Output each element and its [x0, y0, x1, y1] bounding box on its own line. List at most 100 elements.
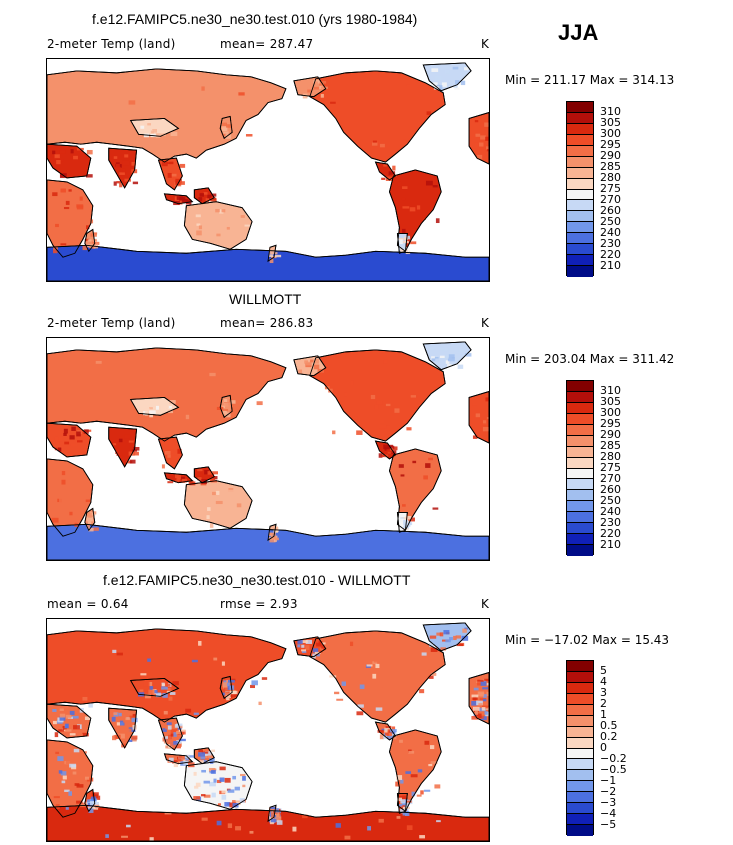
- field-speckle: [464, 67, 469, 71]
- field-speckle: [119, 172, 125, 175]
- coastline: [47, 143, 92, 179]
- colorbar-swatch: [567, 534, 593, 546]
- field-speckle: [455, 80, 460, 85]
- panel-2-variable-label: 2-meter Temp (land): [47, 316, 176, 330]
- field-speckle: [261, 677, 268, 680]
- field-speckle: [178, 729, 186, 732]
- field-speckle: [179, 729, 186, 735]
- field-speckle: [216, 779, 222, 784]
- coastline: [193, 747, 215, 765]
- field-speckle: [164, 811, 172, 815]
- field-speckle: [126, 460, 133, 464]
- field-speckle: [240, 773, 246, 777]
- field-speckle: [312, 86, 319, 90]
- panel-3-units-label: K: [481, 597, 490, 611]
- coastline: [374, 721, 397, 741]
- field-speckle: [116, 652, 123, 656]
- field-speckle: [443, 347, 447, 352]
- land-region: [47, 422, 92, 458]
- coastline: [468, 672, 489, 725]
- field-speckle: [193, 771, 197, 776]
- field-speckle: [54, 436, 59, 441]
- field-speckle: [86, 149, 93, 155]
- colorbar-swatch: [567, 726, 593, 738]
- field-speckle: [297, 639, 303, 644]
- field-speckle: [88, 513, 92, 518]
- field-speckle: [68, 192, 73, 197]
- field-speckle: [169, 742, 177, 747]
- field-speckle: [472, 435, 478, 439]
- field-speckle: [164, 378, 170, 383]
- field-speckle: [167, 481, 174, 484]
- field-speckle: [177, 448, 182, 454]
- coastline: [396, 511, 408, 533]
- colorbar-swatch: [567, 244, 593, 256]
- field-speckle: [301, 644, 305, 648]
- field-speckle: [409, 207, 416, 212]
- colorbar-swatch: [567, 424, 593, 436]
- field-speckle: [82, 696, 88, 701]
- field-speckle: [168, 410, 174, 414]
- colorbar-tick-label: −0.5: [600, 762, 627, 776]
- field-speckle: [64, 441, 70, 445]
- field-speckle: [115, 450, 119, 454]
- colorbar-swatch: [567, 715, 593, 727]
- coastline: [47, 422, 92, 458]
- field-speckle: [51, 517, 59, 523]
- colorbar-tick-label: −3: [600, 795, 617, 809]
- field-speckle: [169, 692, 176, 695]
- field-speckle: [207, 194, 212, 199]
- panel-2-mean-label: mean= 286.83: [220, 316, 314, 330]
- field-speckle: [207, 471, 212, 475]
- field-speckle: [176, 742, 182, 747]
- coastline: [47, 244, 489, 281]
- field-speckle: [62, 775, 67, 780]
- field-speckle: [232, 800, 236, 804]
- field-speckle: [149, 837, 154, 841]
- field-speckle: [412, 460, 417, 464]
- colorbar-swatch: [567, 759, 593, 771]
- field-speckle: [396, 775, 403, 780]
- field-speckle: [55, 439, 60, 445]
- field-speckle: [69, 710, 75, 716]
- colorbar-swatch: [567, 457, 593, 469]
- field-speckle: [316, 653, 320, 657]
- field-speckle: [426, 111, 431, 115]
- field-speckle: [341, 681, 346, 686]
- colorbar-swatch: [567, 222, 593, 234]
- field-speckle: [167, 734, 172, 740]
- coastline: [422, 62, 472, 92]
- colorbar-tick-label: 310: [600, 384, 621, 398]
- field-speckle: [69, 511, 73, 516]
- field-speckle: [314, 651, 321, 655]
- field-speckle: [474, 713, 482, 719]
- field-speckle: [175, 474, 179, 479]
- field-speckle: [131, 161, 136, 166]
- field-speckle: [383, 444, 390, 450]
- coastline: [47, 179, 94, 258]
- panel-1-map-svg: [47, 62, 489, 281]
- colorbar-tick-label: 290: [600, 149, 621, 163]
- field-speckle: [453, 635, 457, 641]
- field-speckle: [205, 751, 212, 756]
- field-speckle: [474, 142, 478, 148]
- colorbar-swatch: [567, 134, 593, 146]
- field-speckle: [383, 735, 387, 739]
- field-speckle: [86, 516, 94, 522]
- field-speckle: [436, 820, 441, 823]
- colorbar-swatch: [567, 211, 593, 223]
- field-speckle: [305, 639, 312, 644]
- field-speckle: [403, 524, 411, 527]
- field-speckle: [65, 807, 69, 810]
- coastline: [219, 115, 233, 139]
- field-speckle: [403, 666, 407, 669]
- field-speckle: [244, 224, 251, 227]
- field-speckle: [166, 161, 174, 165]
- field-speckle: [445, 69, 450, 74]
- field-speckle: [297, 644, 301, 648]
- colorbar-tick-label: 270: [600, 471, 621, 485]
- coastline: [293, 76, 327, 98]
- field-speckle: [81, 758, 86, 764]
- colorbar-swatch: [567, 381, 593, 392]
- field-speckle: [251, 680, 258, 686]
